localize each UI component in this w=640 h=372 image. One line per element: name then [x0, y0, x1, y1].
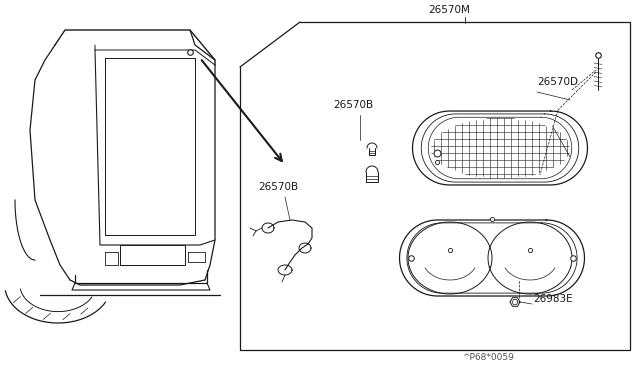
Text: 26570D: 26570D	[537, 77, 578, 87]
Text: 26570B: 26570B	[333, 100, 373, 110]
Text: 26983E: 26983E	[533, 294, 573, 304]
Text: 26570M: 26570M	[428, 5, 470, 15]
Text: ^P68*0059: ^P68*0059	[462, 353, 514, 362]
Text: 26570B: 26570B	[258, 182, 298, 192]
